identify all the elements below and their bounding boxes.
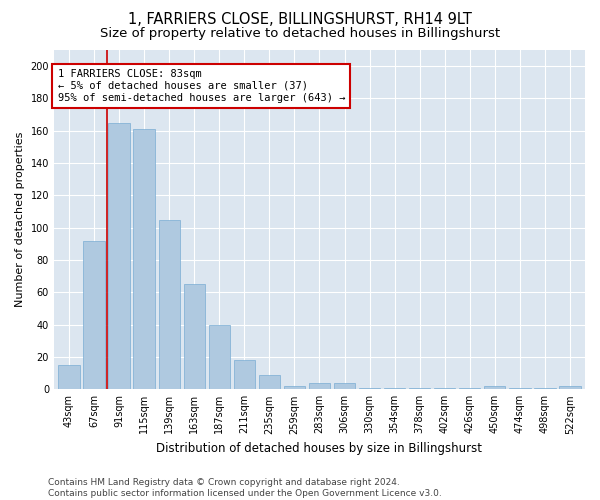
Bar <box>509 388 530 390</box>
Bar <box>259 375 280 390</box>
Text: Size of property relative to detached houses in Billingshurst: Size of property relative to detached ho… <box>100 28 500 40</box>
Bar <box>233 360 255 390</box>
Bar <box>158 220 180 390</box>
Bar <box>384 388 405 390</box>
Bar <box>484 386 505 390</box>
Bar <box>359 388 380 390</box>
Bar <box>209 324 230 390</box>
Text: Contains HM Land Registry data © Crown copyright and database right 2024.
Contai: Contains HM Land Registry data © Crown c… <box>48 478 442 498</box>
Bar <box>109 122 130 390</box>
Bar <box>459 388 481 390</box>
Bar <box>184 284 205 390</box>
Bar <box>133 129 155 390</box>
Bar <box>559 386 581 390</box>
Text: 1 FARRIERS CLOSE: 83sqm
← 5% of detached houses are smaller (37)
95% of semi-det: 1 FARRIERS CLOSE: 83sqm ← 5% of detached… <box>58 70 345 102</box>
Bar <box>434 388 455 390</box>
Y-axis label: Number of detached properties: Number of detached properties <box>15 132 25 308</box>
Bar <box>58 365 80 390</box>
Bar <box>334 383 355 390</box>
X-axis label: Distribution of detached houses by size in Billingshurst: Distribution of detached houses by size … <box>157 442 482 455</box>
Bar <box>309 383 330 390</box>
Bar <box>284 386 305 390</box>
Bar <box>534 388 556 390</box>
Text: 1, FARRIERS CLOSE, BILLINGSHURST, RH14 9LT: 1, FARRIERS CLOSE, BILLINGSHURST, RH14 9… <box>128 12 472 28</box>
Bar <box>409 388 430 390</box>
Bar <box>83 240 104 390</box>
